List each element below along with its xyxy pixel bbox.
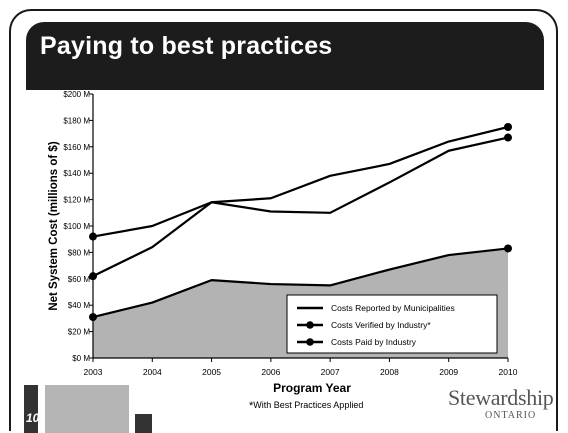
stewardship-logo-sub: ONTARIO <box>485 410 537 421</box>
decor-block-gray <box>45 385 129 433</box>
decor-block-small <box>135 414 152 433</box>
x-tick-label: 2007 <box>321 367 340 377</box>
series-line-2 <box>92 247 509 319</box>
x-tick-label: 2004 <box>143 367 162 377</box>
y-tick-label: $0 M <box>72 354 90 363</box>
y-tick-label: $160 M <box>63 143 90 152</box>
y-tick-label: $60 M <box>68 275 91 284</box>
y-tick-label: $200 M <box>63 90 90 99</box>
series-point-2 <box>89 313 97 322</box>
legend-entry: Costs Paid by Industry <box>331 337 417 347</box>
series-point-1 <box>89 272 97 281</box>
slide-number: 10 <box>26 411 40 425</box>
x-axis-title: Program Year <box>273 381 351 395</box>
x-tick-label: 2009 <box>439 367 458 377</box>
series-line-1 <box>92 136 509 278</box>
y-axis-title: Net System Cost (millions of $) <box>48 141 60 311</box>
legend-marker <box>306 338 314 346</box>
y-tick-label: $40 M <box>68 301 91 310</box>
x-tick-label: 2006 <box>261 367 280 377</box>
series-point-2 <box>504 244 512 253</box>
slide-title: Paying to best practices <box>40 32 333 60</box>
series-point-1 <box>504 133 512 142</box>
y-tick-label: $80 M <box>68 248 91 257</box>
y-tick-label: $140 M <box>63 169 90 178</box>
footnote-mark: * <box>249 400 254 412</box>
legend-entry: Costs Verified by Industry* <box>331 320 431 330</box>
x-tick-label: 2005 <box>202 367 221 377</box>
series-point-0 <box>504 123 512 131</box>
stewardship-logo: Stewardship <box>448 385 554 410</box>
decor-block-dark <box>24 385 38 433</box>
legend-marker <box>306 321 314 329</box>
y-tick-label: $100 M <box>63 222 90 231</box>
title-bar <box>26 22 544 90</box>
legend-entry: Costs Reported by Municipalities <box>331 303 455 313</box>
footnote-text: With Best Practices Applied <box>253 400 364 410</box>
series-line-0 <box>92 125 509 238</box>
y-tick-label: $20 M <box>68 328 91 337</box>
y-tick-label: $180 M <box>63 116 90 125</box>
x-tick-label: 2003 <box>84 367 103 377</box>
footnote: *With Best Practices Applied <box>249 400 363 412</box>
y-tick-label: $120 M <box>63 196 90 205</box>
x-tick-label: 2008 <box>380 367 399 377</box>
series-point-0 <box>89 232 97 241</box>
x-tick-label: 2010 <box>499 367 518 377</box>
